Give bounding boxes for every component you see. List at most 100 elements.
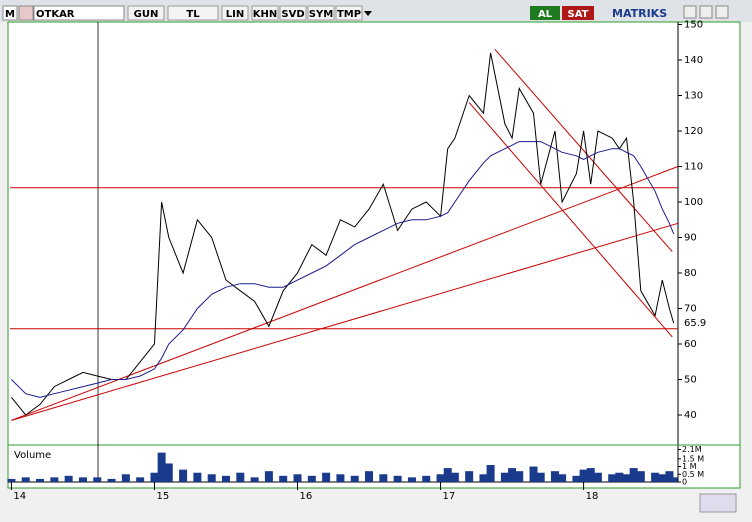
volume-bar (586, 468, 595, 482)
toolbar-button[interactable] (307, 5, 335, 21)
volume-bar (529, 466, 538, 482)
volume-bar (150, 472, 159, 482)
buy-label[interactable]: AL (538, 9, 553, 20)
volume-bar (207, 474, 216, 482)
volume-bar (450, 472, 459, 482)
chart-area (7, 21, 741, 489)
toolbar-button[interactable] (279, 5, 307, 21)
sell-label[interactable]: SAT (568, 9, 589, 20)
trend-line (468, 102, 673, 338)
volume-tick-label: 1.5 M (682, 454, 704, 463)
volume-bar (64, 475, 73, 482)
y-tick-label: 110 (684, 161, 703, 172)
volume-bar (157, 452, 166, 482)
toolbar-button-label[interactable]: LIN (226, 9, 244, 20)
volume-bar (508, 468, 517, 482)
minimize[interactable] (683, 5, 697, 19)
close[interactable] (715, 5, 729, 19)
volume-tick-label: 1 M (682, 462, 697, 471)
y-tick-label: 130 (684, 90, 703, 101)
volume-bar (93, 477, 102, 482)
volume-bar (179, 469, 188, 482)
last-price-label: 65.9 (684, 318, 706, 329)
y-tick-label: 150 (684, 19, 703, 30)
volume-bar (629, 468, 638, 482)
volume-bar (350, 475, 359, 482)
volume-bar (379, 474, 388, 482)
toolbar-button[interactable] (251, 5, 279, 21)
volume-bar (21, 477, 30, 482)
volume-bar (136, 477, 145, 482)
volume-tick-label: 0 (682, 478, 687, 487)
volume-bar (615, 472, 624, 482)
volume-bar (422, 475, 431, 482)
volume-bar (393, 475, 402, 482)
toolbar-button-label[interactable]: GUN (134, 9, 159, 20)
volume-bar (465, 471, 474, 482)
volume-bar (436, 474, 445, 482)
volume-bar (236, 472, 245, 482)
volume-bar (293, 474, 302, 482)
volume-bar (193, 472, 202, 482)
volume-bar (121, 474, 130, 482)
dropdown-arrow[interactable] (364, 11, 372, 16)
volume-bar (443, 468, 452, 482)
volume-bar (264, 471, 273, 482)
volume-bar (515, 471, 524, 482)
toolbar-button-label[interactable]: KHN (253, 9, 278, 20)
volume-bar (608, 474, 617, 482)
toolbar-button[interactable] (127, 5, 165, 21)
logo[interactable]: M (5, 9, 15, 20)
toolbar-button[interactable] (335, 5, 363, 21)
volume-bar (78, 477, 87, 482)
volume-bar (558, 474, 567, 482)
volume-bar (665, 471, 674, 482)
symbol[interactable]: OTKAR (36, 9, 75, 20)
y-tick-label: 40 (684, 410, 697, 421)
volume-bar (479, 474, 488, 482)
x-tick-label: 14 (13, 491, 26, 502)
maximize[interactable] (699, 5, 713, 19)
logo-box[interactable] (2, 5, 18, 21)
symbol-box[interactable] (33, 5, 125, 21)
volume-label: Volume (14, 450, 51, 461)
price-line (11, 52, 675, 416)
nav-buttons[interactable] (699, 493, 737, 513)
volume-bar (486, 465, 495, 482)
toolbar-button-label[interactable]: TL (186, 9, 200, 20)
volume-bar (221, 475, 230, 482)
trend-line (11, 222, 679, 421)
sell-button[interactable] (562, 6, 594, 20)
toolbar-button[interactable] (221, 5, 249, 21)
volume-bar (336, 474, 345, 482)
volume-bar (279, 475, 288, 482)
volume-bar (365, 471, 374, 482)
volume-bar (651, 472, 660, 482)
volume-bar (7, 478, 16, 482)
trend-line (494, 49, 673, 253)
volume-bar (593, 472, 602, 482)
x-tick-label: 17 (443, 491, 456, 502)
y-tick-label: 100 (684, 197, 703, 208)
x-tick-label: 15 (156, 491, 169, 502)
volume-bar (407, 477, 416, 482)
toolbar-button[interactable] (167, 5, 219, 21)
toolbar-button-label[interactable]: SVD (281, 9, 304, 20)
x-tick-label: 18 (586, 491, 599, 502)
volume-bar (572, 475, 581, 482)
volume-bar (550, 471, 559, 482)
button-group: GUN TL LIN KHN SVD SYM TMP (127, 5, 363, 21)
toolbar-button-label[interactable]: SYM (309, 9, 333, 20)
volume-bar (536, 472, 545, 482)
volume-bar (636, 471, 645, 482)
buy-button[interactable] (530, 6, 560, 20)
close-symbol[interactable] (18, 5, 34, 21)
volume-bar (250, 477, 259, 482)
y-tick-label: 70 (684, 304, 697, 315)
volume-tick-label: 2.1M (682, 445, 702, 454)
toolbar-button-label[interactable]: TMP (337, 9, 361, 20)
volume-bar (322, 472, 331, 482)
volume-tick-label: 0.5 M (682, 470, 704, 479)
price-line (11, 141, 675, 398)
